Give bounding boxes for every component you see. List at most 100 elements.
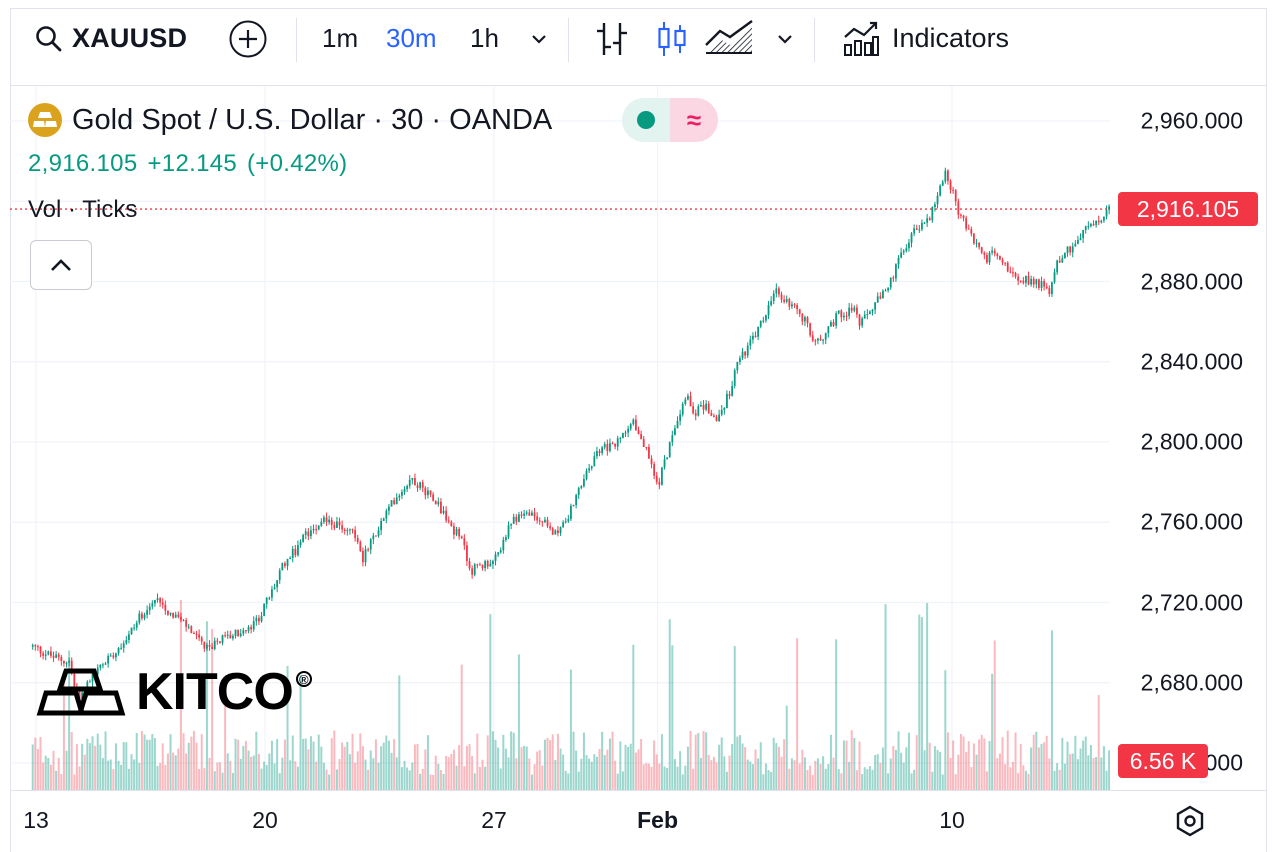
volume-bar	[140, 731, 143, 790]
area-chart-type-button[interactable]	[704, 0, 756, 77]
volume-bar	[1087, 755, 1090, 790]
volume-bar	[224, 695, 227, 790]
candle-body	[65, 662, 68, 664]
market-open-indicator	[622, 98, 670, 142]
volume-bar	[608, 738, 611, 790]
candle-body	[624, 432, 627, 434]
chart-settings-button[interactable]	[1172, 803, 1208, 839]
candle-body	[975, 243, 978, 245]
candle-body	[1084, 226, 1087, 231]
candle-body	[583, 479, 585, 487]
volume-bar	[1045, 735, 1048, 790]
candle-body	[902, 250, 905, 253]
candle-body	[486, 561, 489, 567]
volume-bar	[689, 730, 692, 790]
candle-body	[980, 247, 983, 253]
candle-body	[47, 651, 50, 655]
market-status-pill[interactable]: ≈	[622, 98, 718, 142]
candle-body	[187, 626, 190, 628]
volume-bar	[1095, 757, 1098, 790]
volume-bar	[55, 770, 58, 790]
volume-bar	[1024, 770, 1027, 790]
volume-bar	[959, 733, 962, 790]
compare-button[interactable]	[228, 0, 268, 77]
volume-bar	[1004, 764, 1007, 790]
candle-body	[640, 433, 643, 440]
volume-bar	[250, 756, 253, 790]
candle-body	[55, 654, 58, 658]
volume-bar	[195, 742, 198, 790]
volume-bar	[980, 734, 983, 790]
volume-bar	[525, 746, 528, 790]
volume-bar	[439, 770, 442, 790]
candle-body	[593, 456, 596, 467]
price-axis[interactable]: 2,960.000 2,880.000 2,840.000 2,800.000 2,76…	[1110, 86, 1267, 790]
symbol-search[interactable]: XAUUSD	[34, 0, 187, 77]
candle-body	[73, 673, 76, 687]
volume-bar	[923, 750, 926, 790]
volume-bar	[790, 758, 793, 790]
volume-bar	[1035, 731, 1038, 790]
candle-body	[369, 539, 372, 550]
timeframe-1m[interactable]: 1m	[322, 23, 359, 53]
chevron-down-icon	[532, 34, 546, 44]
volume-bar	[260, 768, 263, 790]
volume-bar	[346, 741, 349, 790]
timeframe-1h[interactable]: 1h	[470, 23, 499, 53]
collapse-legend-button[interactable]	[30, 240, 92, 290]
kitco-logo: KITCO ®	[36, 662, 312, 722]
indicators-button[interactable]: Indicators	[842, 0, 1009, 77]
candle-body	[616, 438, 619, 447]
candle-body	[226, 634, 229, 636]
volume-bar	[369, 750, 372, 790]
volume-bar	[829, 734, 832, 790]
candle-body	[749, 339, 752, 346]
timeframe-30m[interactable]: 30m	[386, 23, 437, 53]
candle-body	[910, 233, 913, 243]
volume-bar	[387, 740, 390, 790]
chart-type-dropdown[interactable]	[774, 0, 796, 77]
volume-bar	[268, 753, 271, 790]
volume-bar	[322, 762, 325, 790]
candle-body	[957, 201, 960, 215]
candle-body	[778, 288, 780, 295]
candle-body	[154, 599, 156, 604]
volume-bar	[52, 750, 55, 790]
candle-body	[1025, 275, 1027, 283]
volume-bar	[159, 762, 162, 790]
candle-body	[965, 218, 968, 229]
time-tick-label: 27	[481, 807, 507, 833]
volume-bar	[81, 743, 84, 790]
volume-bar	[83, 754, 86, 790]
time-axis[interactable]: 13 20 27 Feb 10	[10, 790, 1267, 852]
volume-bar	[939, 751, 942, 790]
candle-body	[533, 512, 536, 517]
candle-body	[333, 524, 336, 528]
candle-body	[359, 542, 362, 551]
volume-bar	[367, 769, 370, 790]
price-chart[interactable]	[10, 86, 1110, 790]
candles-chart-type-button[interactable]	[656, 0, 688, 77]
candle-body	[401, 491, 403, 496]
timeframe-dropdown[interactable]	[528, 0, 550, 77]
volume-bar	[936, 750, 939, 790]
candle-body	[1079, 238, 1082, 240]
volume-bar	[419, 773, 422, 790]
volume-bar	[426, 735, 429, 790]
time-tick-label: 10	[939, 807, 965, 833]
candle-body	[245, 630, 247, 632]
volume-bar	[515, 758, 518, 790]
candle-body	[39, 646, 42, 654]
volume-bar	[31, 744, 34, 790]
candle-body	[575, 495, 578, 505]
bar-chart-type-button[interactable]	[594, 0, 630, 77]
volume-bar	[624, 744, 627, 790]
price-change: +12.145	[147, 150, 238, 177]
candle-body	[115, 653, 117, 658]
candle-body	[837, 310, 840, 314]
volume-bar	[601, 731, 604, 790]
legend-title[interactable]: Gold Spot / U.S. Dollar · 30 · OANDA	[28, 100, 552, 140]
indicators-icon	[844, 21, 879, 56]
candle-body	[642, 439, 645, 447]
candle-body	[174, 614, 177, 618]
